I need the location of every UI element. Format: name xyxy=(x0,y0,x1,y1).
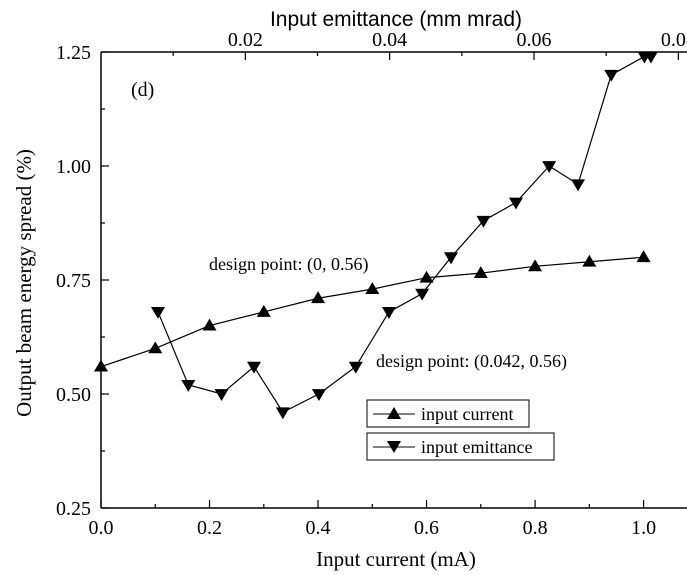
legend-marker-input-emittance xyxy=(387,441,401,453)
legend-marker-input-current xyxy=(387,407,401,419)
data-point-input-emittance xyxy=(476,215,491,228)
legend-label-input-emittance: input emittance xyxy=(421,437,532,457)
data-point-input-emittance xyxy=(643,51,658,64)
plot-area xyxy=(100,51,687,509)
data-point-input-current xyxy=(528,259,543,272)
legend-box-input-emittance xyxy=(366,432,555,461)
x2-tick-label: 0.06 xyxy=(517,29,552,51)
data-point-input-current xyxy=(256,304,271,317)
y-tick-label: 1.25 xyxy=(56,42,91,64)
data-point-input-emittance xyxy=(415,288,430,301)
data-point-input-current xyxy=(365,282,380,295)
data-point-input-current xyxy=(94,359,108,372)
x-tick-label: 1.0 xyxy=(631,517,656,539)
data-point-input-emittance xyxy=(151,307,166,319)
top-axis-title: Input emittance (mm mrad) xyxy=(270,8,522,31)
data-point-input-current xyxy=(473,266,488,279)
series-layer xyxy=(94,51,658,420)
data-point-input-emittance xyxy=(444,252,459,265)
y-tick-label: 0.25 xyxy=(56,498,91,520)
x2-tick-label: 0.04 xyxy=(372,29,407,51)
data-point-input-emittance xyxy=(542,161,557,173)
annotation-design-point-current: design point: (0, 0.56) xyxy=(209,254,369,275)
top-axis-ticks: 0.02 0.04 0.06 0.08 xyxy=(172,29,687,60)
data-point-input-emittance xyxy=(311,389,326,401)
x-tick-label: 0.4 xyxy=(306,517,331,539)
y-tick-label: 0.50 xyxy=(56,384,91,406)
data-point-input-emittance xyxy=(275,407,290,420)
panel-label: (d) xyxy=(131,79,154,101)
x-tick-label: 0.2 xyxy=(197,517,222,539)
data-point-input-emittance xyxy=(571,179,586,192)
x2-tick-label: 0.08 xyxy=(661,29,687,51)
x-tick-label: 0.0 xyxy=(89,517,114,539)
left-axis-title: Output beam energy spread (%) xyxy=(12,149,36,417)
annotation-design-point-emittance: design point: (0.042, 0.56) xyxy=(376,351,567,372)
data-point-input-emittance xyxy=(181,379,196,392)
legend-box-input-current xyxy=(366,399,530,428)
data-point-input-current xyxy=(636,250,651,263)
data-point-input-emittance xyxy=(246,361,261,374)
data-point-input-current xyxy=(311,291,326,304)
left-axis-ticks: 0.25 0.50 0.75 1.00 1.25 xyxy=(56,42,109,520)
data-point-input-current xyxy=(202,318,217,331)
x-tick-label: 0.6 xyxy=(414,517,439,539)
data-point-input-current xyxy=(582,254,597,267)
data-point-input-emittance xyxy=(348,361,363,374)
data-point-input-emittance xyxy=(214,389,229,401)
bottom-axis-ticks: 0.0 0.2 0.4 0.6 0.8 1.0 xyxy=(89,500,656,539)
x-tick-label: 0.8 xyxy=(523,517,548,539)
legend-label-input-current: input current xyxy=(421,404,513,424)
x2-tick-label: 0.02 xyxy=(228,29,263,51)
y-tick-label: 1.00 xyxy=(56,156,91,178)
y-tick-label: 0.75 xyxy=(56,270,91,292)
bottom-axis-title: Input current (mA) xyxy=(316,547,476,571)
data-point-input-emittance xyxy=(381,307,396,319)
legend: input current input emittance xyxy=(366,399,555,461)
data-point-input-emittance xyxy=(508,197,523,210)
data-point-input-current xyxy=(148,341,163,354)
data-point-input-emittance xyxy=(604,69,619,82)
data-point-input-current xyxy=(419,270,434,283)
